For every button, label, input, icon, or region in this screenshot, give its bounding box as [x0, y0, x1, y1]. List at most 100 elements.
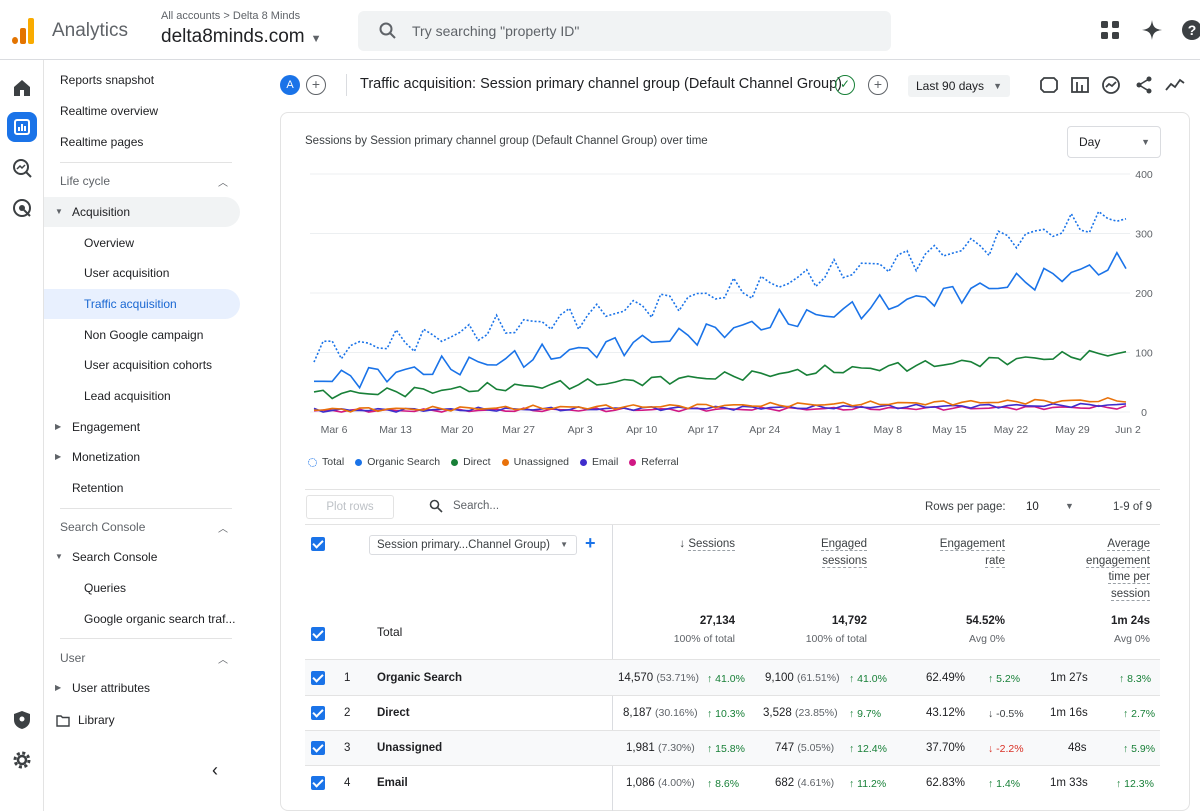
dimension-selector[interactable]: Session primary...Channel Group) ▼ — [369, 535, 577, 555]
add-filter-button[interactable]: + — [868, 75, 888, 95]
legend-unassigned[interactable]: Unassigned — [501, 456, 569, 468]
add-comparison-button[interactable]: + — [306, 75, 326, 95]
row-engaged: 747 (5.05%) — [775, 742, 834, 754]
caret-down-icon[interactable]: ▼ — [1065, 501, 1074, 511]
row-sessions: 1,086 (4.00%) — [626, 777, 695, 789]
check-circle-icon[interactable]: ✓ — [835, 75, 855, 95]
admin-icon[interactable] — [10, 708, 34, 732]
legend-email[interactable]: Email — [580, 456, 618, 468]
table-search-input[interactable]: Search... — [429, 499, 499, 516]
row-channel-name[interactable]: Organic Search — [377, 672, 463, 684]
settings-icon[interactable] — [10, 748, 34, 772]
sessions-value: 8,187 — [623, 707, 652, 719]
column-header-engaged-sessions[interactable]: Engaged sessions — [785, 536, 867, 569]
home-icon[interactable] — [10, 76, 34, 100]
legend-label: Email — [592, 456, 619, 468]
total-row-checkbox[interactable] — [311, 627, 325, 641]
share-icon[interactable] — [1133, 74, 1155, 96]
nav-overview[interactable]: Overview — [84, 236, 135, 250]
nav-traffic-acquisition[interactable]: Traffic acquisition — [84, 297, 177, 311]
table-row-bg — [305, 731, 1160, 766]
chevron-up-icon[interactable]: ︿ — [218, 178, 228, 189]
rows-per-page-select[interactable]: 10 — [1026, 501, 1039, 513]
legend-direct[interactable]: Direct — [451, 456, 491, 468]
row-checkbox[interactable] — [311, 741, 325, 755]
nav-user-acquisition-cohorts[interactable]: User acquisition cohorts — [84, 358, 213, 372]
grid-icon[interactable] — [1098, 18, 1122, 42]
caret-down-icon: ▼ — [993, 81, 1002, 91]
legend-organic-search[interactable]: Organic Search — [355, 456, 440, 468]
sparkle-icon[interactable] — [1140, 18, 1164, 42]
search-input[interactable]: Try searching "property ID" — [358, 11, 891, 51]
help-icon[interactable]: ? — [1180, 18, 1200, 42]
save-report-icon[interactable] — [1038, 74, 1060, 96]
legend-referral[interactable]: Referral — [629, 456, 679, 468]
analytics-logo[interactable] — [12, 18, 36, 44]
trend-icon[interactable] — [1164, 74, 1186, 96]
crumb-all-accounts[interactable]: All accounts — [161, 10, 221, 22]
nav-queries[interactable]: Queries — [84, 581, 127, 595]
nav-library[interactable]: Library — [56, 705, 115, 735]
column-header-sessions[interactable]: ↓ Sessions — [679, 538, 735, 551]
legend-swatch — [355, 458, 363, 466]
explore-icon[interactable] — [10, 156, 34, 180]
granularity-selector[interactable]: Day ▼ — [1067, 126, 1161, 158]
advertising-icon[interactable] — [10, 196, 34, 220]
nav-monetization[interactable]: ▶ Monetization — [55, 442, 140, 472]
row-checkbox[interactable] — [311, 671, 325, 685]
engaged-value: 747 — [775, 742, 795, 754]
row-engagement-rate: 62.83% — [926, 777, 966, 789]
comparison-avatar[interactable]: A — [280, 75, 300, 95]
engaged-change: ↑ 41.0% — [849, 673, 887, 685]
nav-non-google-campaign[interactable]: Non Google campaign — [84, 328, 204, 342]
sessions-value: 14,570 — [618, 672, 654, 684]
nav-engagement[interactable]: ▶ Engagement — [55, 412, 140, 442]
nav-google-organic-search[interactable]: Google organic search traf... — [84, 612, 236, 626]
column-header-avg-engagement-time[interactable]: Average engagement time per session — [1045, 536, 1150, 602]
row-checkbox[interactable] — [311, 776, 325, 790]
row-checkbox[interactable] — [311, 706, 325, 720]
row-channel-name[interactable]: Direct — [377, 707, 410, 719]
insights-icon[interactable] — [1100, 74, 1122, 96]
nav-retention[interactable]: Retention — [72, 481, 124, 495]
row-engagement-rate: 37.70% — [926, 742, 966, 754]
row-channel-name[interactable]: Unassigned — [377, 742, 443, 754]
plot-rows-button[interactable]: Plot rows — [306, 495, 394, 519]
total-engaged-sub: 100% of total — [805, 633, 867, 645]
nav-search-console[interactable]: ▼ Search Console — [55, 542, 157, 572]
legend-total[interactable]: Total — [308, 456, 344, 468]
nav-section-user[interactable]: User — [60, 651, 86, 665]
chart-title: Sessions by Session primary channel grou… — [305, 135, 708, 147]
reports-icon[interactable] — [7, 112, 37, 142]
nav-acquisition[interactable]: ▼ Acquisition — [55, 197, 130, 227]
nav-section-search-console[interactable]: Search Console — [60, 520, 146, 534]
chevron-up-icon[interactable]: ︿ — [218, 655, 228, 666]
chevron-up-icon[interactable]: ︿ — [218, 524, 228, 535]
row-channel-name[interactable]: Email — [377, 777, 408, 789]
row-divider — [305, 730, 1160, 731]
nav-section-life-cycle[interactable]: Life cycle — [60, 174, 111, 188]
collapse-nav-chevron-left-icon[interactable]: ‹ — [212, 760, 218, 780]
header-line: rate — [985, 554, 1005, 568]
nav-realtime-overview[interactable]: Realtime overview — [60, 104, 159, 118]
nav-realtime-pages[interactable]: Realtime pages — [60, 135, 144, 149]
legend-swatch — [629, 458, 637, 466]
nav-user-attributes[interactable]: ▶ User attributes — [55, 673, 150, 703]
customize-report-icon[interactable] — [1069, 74, 1091, 96]
row-avg-time: 1m 27s — [1050, 672, 1088, 684]
column-header-engagement-rate[interactable]: Engagement rate — [915, 536, 1005, 569]
select-all-checkbox[interactable] — [311, 537, 325, 551]
nav-reports-snapshot[interactable]: Reports snapshot — [60, 73, 155, 87]
nav-lead-acquisition[interactable]: Lead acquisition — [84, 389, 171, 403]
property-selector[interactable]: delta8minds.com ▼ — [161, 26, 322, 48]
add-dimension-button[interactable]: + — [585, 533, 596, 553]
breadcrumb[interactable]: All accounts > Delta 8 Minds — [161, 10, 300, 22]
row-engaged: 9,100 (61.51%) — [765, 672, 840, 684]
crumb-account[interactable]: Delta 8 Minds — [232, 10, 301, 22]
date-range-selector[interactable]: Last 90 days ▼ — [908, 75, 1010, 97]
nav-user-acquisition[interactable]: User acquisition — [84, 266, 170, 280]
table-search-placeholder: Search... — [453, 500, 500, 512]
caret-down-icon: ▼ — [310, 33, 322, 45]
engaged-percent: (61.51%) — [796, 672, 840, 684]
main-content: A + Traffic acquisition: Session primary… — [264, 60, 1200, 811]
